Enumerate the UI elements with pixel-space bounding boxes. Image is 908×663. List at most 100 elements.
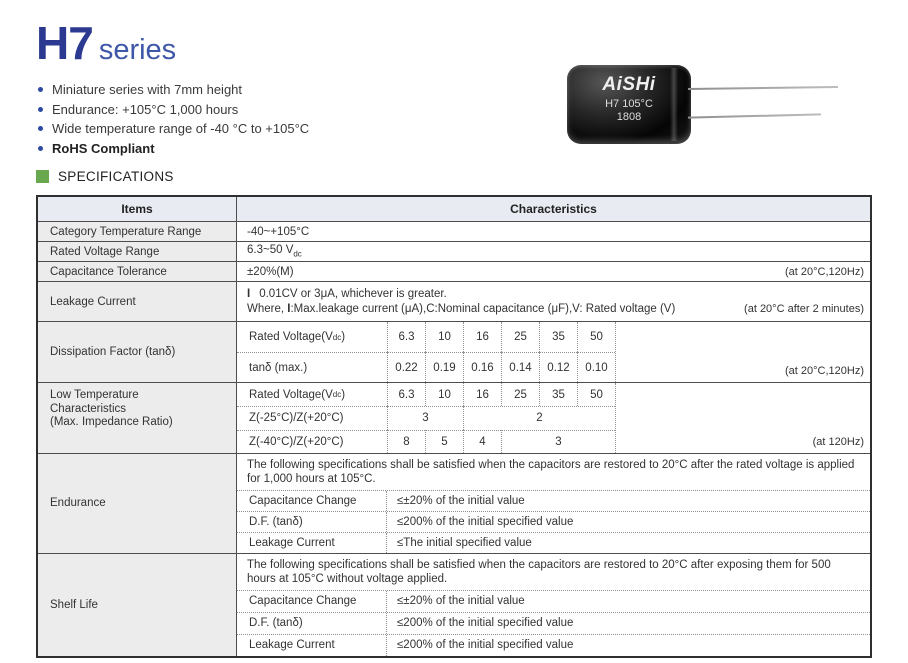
bullet-icon bbox=[38, 87, 43, 93]
bullet-icon bbox=[38, 145, 43, 151]
feature-list: Miniature series with 7mm height Enduran… bbox=[38, 80, 309, 158]
bullet-icon bbox=[38, 106, 43, 112]
table-row-capacitance-tolerance: Capacitance Tolerance ±20%(M) (at 20°C,1… bbox=[38, 261, 870, 281]
specifications-heading-text: SPECIFICATIONS bbox=[58, 169, 174, 184]
impedance-ratio-cell: 4 bbox=[463, 429, 501, 453]
voltage-cell: 25 bbox=[501, 322, 539, 352]
impedance-ratio-cell: 3 bbox=[501, 429, 615, 453]
row-label: Category Temperature Range bbox=[38, 222, 237, 241]
capacitor-marking-line1: H7 105°C bbox=[605, 98, 653, 110]
tan-value-cell: 0.14 bbox=[501, 352, 539, 382]
condition-note: (at 20°C,120Hz) bbox=[785, 265, 864, 278]
shelf-life-intro: The following specifications shall be sa… bbox=[247, 558, 831, 585]
capacitor-lead-bottom bbox=[687, 113, 822, 119]
row-label: Dissipation Factor (tanδ) bbox=[38, 322, 237, 382]
capacitor-marking-line2: 1808 bbox=[616, 111, 642, 123]
sub-row-label: D.F. (tanδ) bbox=[237, 612, 387, 634]
vdc-subscript: dc bbox=[293, 249, 302, 259]
table-header-row: Items Characteristics bbox=[38, 197, 870, 221]
impedance-ratio-cell: 8 bbox=[387, 429, 425, 453]
tan-value-cell: 0.22 bbox=[387, 352, 425, 382]
feature-item-rohs: RoHS Compliant bbox=[38, 139, 309, 159]
brand-logo: AiSHi bbox=[602, 74, 656, 95]
sub-row-value: ≤±20% of the initial value bbox=[397, 595, 525, 608]
feature-text: Wide temperature range of -40 °C to +105… bbox=[52, 121, 310, 137]
sub-row-label: Capacitance Change bbox=[237, 490, 387, 511]
voltage-cell: 35 bbox=[539, 322, 577, 352]
row-value: ±20%(M) bbox=[247, 265, 294, 278]
sub-row-label: Rated Voltage(V dc) bbox=[249, 331, 346, 343]
row-value: -40~+105°C bbox=[247, 225, 310, 238]
sub-row-label: Leakage Current bbox=[237, 532, 387, 553]
sub-row-value: ≤±20% of the initial value bbox=[397, 494, 525, 507]
sub-row-label: Capacitance Change bbox=[237, 590, 387, 612]
tan-value-cell: 0.10 bbox=[577, 352, 615, 382]
sub-row-label: Rated Voltage(V dc) bbox=[249, 388, 346, 401]
feature-text: RoHS Compliant bbox=[52, 140, 155, 156]
sub-row-value: ≤200% of the initial specified value bbox=[397, 515, 574, 528]
sub-row-label: Z(-40°C)/Z(+20°C) bbox=[237, 429, 387, 453]
green-square-icon bbox=[36, 170, 49, 183]
low-temp-grid: Rated Voltage(V dc) 6.3 10 16 25 35 50 Z(… bbox=[237, 383, 615, 453]
voltage-cell: 16 bbox=[463, 383, 501, 407]
row-label: Rated Voltage Range bbox=[38, 242, 237, 261]
row-label: Endurance bbox=[38, 453, 237, 553]
feature-text: Miniature series with 7mm height bbox=[52, 82, 243, 98]
tan-value-cell: 0.16 bbox=[463, 352, 501, 382]
impedance-ratio-cell: 2 bbox=[463, 406, 615, 430]
spec-sub-row: Leakage Current ≤The initial specified v… bbox=[237, 531, 870, 553]
sub-row-label: Leakage Current bbox=[237, 634, 387, 656]
condition-note: (at 20°C after 2 minutes) bbox=[744, 302, 864, 315]
sub-row-value: ≤200% of the initial specified value bbox=[397, 617, 574, 630]
series-code: H7 bbox=[36, 17, 94, 69]
voltage-cell: 10 bbox=[425, 383, 463, 407]
table-row-dissipation-factor: Dissipation Factor (tanδ) Rated Voltage(… bbox=[38, 321, 870, 382]
voltage-cell: 16 bbox=[463, 322, 501, 352]
tan-value-cell: 0.19 bbox=[425, 352, 463, 382]
capacitor-lead-top bbox=[687, 85, 839, 91]
table-row-rated-voltage: Rated Voltage Range 6.3~50 Vdc bbox=[38, 241, 870, 261]
spec-sub-row: D.F. (tanδ) ≤200% of the initial specifi… bbox=[237, 510, 870, 532]
page-title: H7 series bbox=[36, 16, 176, 70]
row-label: Capacitance Tolerance bbox=[38, 262, 237, 281]
feature-item: Miniature series with 7mm height bbox=[38, 80, 309, 100]
table-row-category-temp: Category Temperature Range -40~+105°C bbox=[38, 221, 870, 241]
spec-sub-row: Leakage Current ≤200% of the initial spe… bbox=[237, 633, 870, 656]
table-row-endurance: Endurance The following specifications s… bbox=[38, 452, 870, 553]
leakage-definition-text: Where, I:Max.leakage current (μA),C:Nomi… bbox=[247, 302, 676, 315]
row-label: Low Temperature Characteristics (Max. Im… bbox=[38, 383, 237, 453]
voltage-cell: 50 bbox=[577, 322, 615, 352]
leakage-formula: I 0.01CV or 3μA, whichever is greater. bbox=[247, 287, 447, 300]
voltage-cell: 6.3 bbox=[387, 322, 425, 352]
tan-value-cell: 0.12 bbox=[539, 352, 577, 382]
spec-sub-row: Capacitance Change ≤±20% of the initial … bbox=[237, 489, 870, 511]
table-row-shelf-life: Shelf Life The following specifications … bbox=[38, 552, 870, 656]
sub-row-label: Z(-25°C)/Z(+20°C) bbox=[237, 406, 387, 429]
sub-row-label: D.F. (tanδ) bbox=[237, 511, 387, 532]
condition-note: (at 120Hz) bbox=[812, 435, 864, 448]
feature-item: Wide temperature range of -40 °C to +105… bbox=[38, 119, 309, 139]
row-label: Leakage Current bbox=[38, 282, 237, 321]
row-value: 6.3~50 Vdc bbox=[247, 244, 302, 259]
row-label: Shelf Life bbox=[38, 553, 237, 656]
feature-item: Endurance: +105°C 1,000 hours bbox=[38, 100, 309, 120]
voltage-cell: 10 bbox=[425, 322, 463, 352]
voltage-cell: 50 bbox=[577, 383, 615, 407]
condition-note: (at 20°C,120Hz) bbox=[785, 365, 864, 377]
items-header-cell: Items bbox=[38, 197, 237, 221]
sub-row-label: tanδ (max.) bbox=[237, 352, 387, 382]
spec-sub-row: Capacitance Change ≤±20% of the initial … bbox=[237, 589, 870, 612]
sub-row-value: ≤The initial specified value bbox=[397, 536, 532, 549]
capacitor-body: AiSHi H7 105°C 1808 bbox=[567, 65, 691, 144]
feature-text: Endurance: +105°C 1,000 hours bbox=[52, 101, 239, 117]
specifications-table: Items Characteristics Category Temperatu… bbox=[36, 195, 872, 658]
bullet-icon bbox=[38, 126, 43, 132]
table-row-low-temperature: Low Temperature Characteristics (Max. Im… bbox=[38, 382, 870, 453]
voltage-cell: 6.3 bbox=[387, 383, 425, 407]
sub-row-value: ≤200% of the initial specified value bbox=[397, 639, 574, 652]
impedance-ratio-cell: 3 bbox=[387, 406, 463, 430]
spec-sub-row: D.F. (tanδ) ≤200% of the initial specifi… bbox=[237, 611, 870, 634]
dissipation-grid: Rated Voltage(V dc) 6.3 10 16 25 35 50 ta… bbox=[237, 322, 615, 382]
table-row-leakage-current: Leakage Current I 0.01CV or 3μA, whicheve… bbox=[38, 281, 870, 321]
